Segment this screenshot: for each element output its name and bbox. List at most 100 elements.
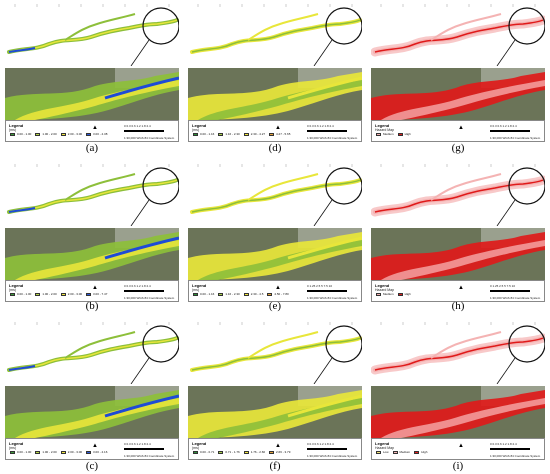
panel-caption: (i) <box>452 460 464 472</box>
legend-swatch <box>10 450 15 454</box>
overview-river-svg <box>190 322 362 384</box>
scale-bar <box>307 130 347 132</box>
flood-extent <box>188 72 362 120</box>
legend-item-label: 0.00 - 1.16 <box>200 132 215 136</box>
legend-swatches: 0.00 - 1.00 1.00 - 2.00 2.00 - 3.00 3.00 - … <box>10 132 109 136</box>
scale-ticks: 0 0.3 0.6 1.2 1.8 2.4 <box>124 124 151 128</box>
legend-swatch <box>376 450 381 454</box>
scale-bar <box>124 130 164 132</box>
legend-swatch <box>376 292 381 296</box>
scale-bar <box>124 448 164 450</box>
flood-channel-line <box>104 236 179 260</box>
legend-unit: (ms) <box>192 446 199 450</box>
legend-swatch <box>60 132 66 136</box>
zoom-leader-line <box>313 199 333 226</box>
north-arrow-icon: ▲ <box>92 125 98 131</box>
legend-title: Legend <box>375 441 390 446</box>
legend-item-label: 2.00 - 3.00 <box>67 292 83 296</box>
river-branch <box>64 173 136 201</box>
panel-caption: (h) <box>451 300 465 312</box>
legend-item-label: 1.16 - 2.30 <box>225 132 240 136</box>
legend-item-label: 0.00 - 1.00 <box>17 132 32 136</box>
legend-item-label: 3.00 - 4.16 <box>93 450 108 454</box>
scale-ticks: 0 0.3 0.6 1.2 1.8 2.4 <box>490 442 517 446</box>
river-branch <box>247 173 319 201</box>
legend-item-label: 2.30 - 4.27 <box>250 132 266 136</box>
overview-map <box>188 322 362 384</box>
map-legend: Legend Hazard Map Medium High ▲ 0 1.25 2.5 5 … <box>371 280 545 302</box>
legend-swatch <box>86 132 92 136</box>
legend-item-label: 2.00 - 3.00 <box>67 132 83 136</box>
legend-item-label: 0.00 - 1.00 <box>17 292 32 296</box>
legend-swatches: 0.00 - 1.16 1.16 - 2.30 2.30 - 4.27 4.27 - … <box>193 132 292 136</box>
zoom-river-svg <box>5 386 179 438</box>
north-arrow-icon: ▲ <box>275 125 281 131</box>
map-legend: Legend (ms) 0.00 - 0.71 0.71 - 1.76 1.76 - 2… <box>188 438 362 460</box>
zoom-leader-line <box>313 357 333 384</box>
flood-extent <box>5 72 179 120</box>
zoom-map <box>371 228 545 280</box>
flood-core <box>381 398 545 438</box>
legend-unit: Hazard Map <box>375 128 395 132</box>
legend-item-label: 1.00 - 2.00 <box>42 132 57 136</box>
legend-item-label: Medium <box>383 292 394 296</box>
zoom-map <box>5 228 179 280</box>
scale-bar <box>307 448 347 450</box>
deep-segment <box>8 365 36 371</box>
north-arrow-icon: ▲ <box>458 443 464 449</box>
legend-swatches: Low Medium High <box>376 450 429 454</box>
legend-item-label: 1.00 - 2.00 <box>42 450 57 454</box>
legend-item-label: Low <box>383 450 389 454</box>
river-branch <box>64 13 136 41</box>
legend-title: Legend <box>192 283 207 288</box>
river-branch <box>430 331 502 359</box>
crs-label: 1:30,000 WGS 84 Coordinate System <box>124 136 175 140</box>
legend-unit: Hazard Map <box>375 446 395 450</box>
zoom-map <box>188 68 362 120</box>
scale-bar <box>307 290 347 292</box>
legend-item-label: High <box>421 450 428 454</box>
zoom-map <box>371 68 545 120</box>
flood-extent <box>5 232 179 280</box>
map-panel: Legend (ms) 0.00 - 1.00 1.00 - 2.00 2.00 - 3… <box>3 320 181 460</box>
zoom-circle <box>142 7 179 45</box>
legend-swatch <box>267 292 273 296</box>
zoom-river-svg <box>188 68 362 120</box>
legend-item-label: 4.27 - 5.65 <box>276 132 291 136</box>
legend-swatch <box>86 292 92 296</box>
legend-item-label: 1.00 - 2.00 <box>42 292 57 296</box>
overview-river-svg <box>371 164 545 226</box>
zoom-map <box>188 228 362 280</box>
zoom-river-svg <box>371 68 545 120</box>
overview-map <box>5 322 179 384</box>
scale-bar <box>124 290 164 292</box>
zoom-circle <box>142 167 179 205</box>
scale-bar <box>490 130 530 132</box>
river-core <box>374 179 544 213</box>
legend-swatches: 0.00 - 1.00 1.00 - 2.00 2.00 - 3.00 3.00 - … <box>10 292 109 296</box>
overview-river-svg <box>371 322 545 384</box>
flood-core <box>381 240 545 280</box>
panel-caption: (b) <box>85 300 99 312</box>
legend-swatch <box>193 292 198 296</box>
map-legend: Legend (ms) 0.00 - 1.00 1.00 - 2.00 2.00 - 3… <box>5 120 179 142</box>
legend-unit: Hazard Map <box>375 288 395 292</box>
zoom-river-svg <box>371 386 545 438</box>
north-arrow-icon: ▲ <box>458 285 464 291</box>
deep-segment <box>8 207 36 213</box>
legend-item-label: 0.00 - 1.00 <box>17 450 32 454</box>
legend-swatch <box>414 450 420 454</box>
legend-swatch <box>376 132 381 136</box>
map-legend: Legend (ms) 0.00 - 1.00 1.00 - 2.00 2.00 - 3… <box>5 280 179 302</box>
crs-label: 1:30,000 WGS 84 Coordinate System <box>307 136 358 140</box>
legend-unit: (ms) <box>192 128 199 132</box>
legend-swatches: Medium High <box>376 132 413 136</box>
legend-item-label: 1.16 - 2.30 <box>225 292 240 296</box>
zoom-leader-line <box>313 39 333 66</box>
north-arrow-icon: ▲ <box>275 443 281 449</box>
legend-title: Legend <box>9 123 24 128</box>
legend-swatch <box>35 132 41 136</box>
legend-swatch <box>243 132 249 136</box>
flood-extent <box>188 390 362 438</box>
zoom-leader-line <box>130 199 150 226</box>
